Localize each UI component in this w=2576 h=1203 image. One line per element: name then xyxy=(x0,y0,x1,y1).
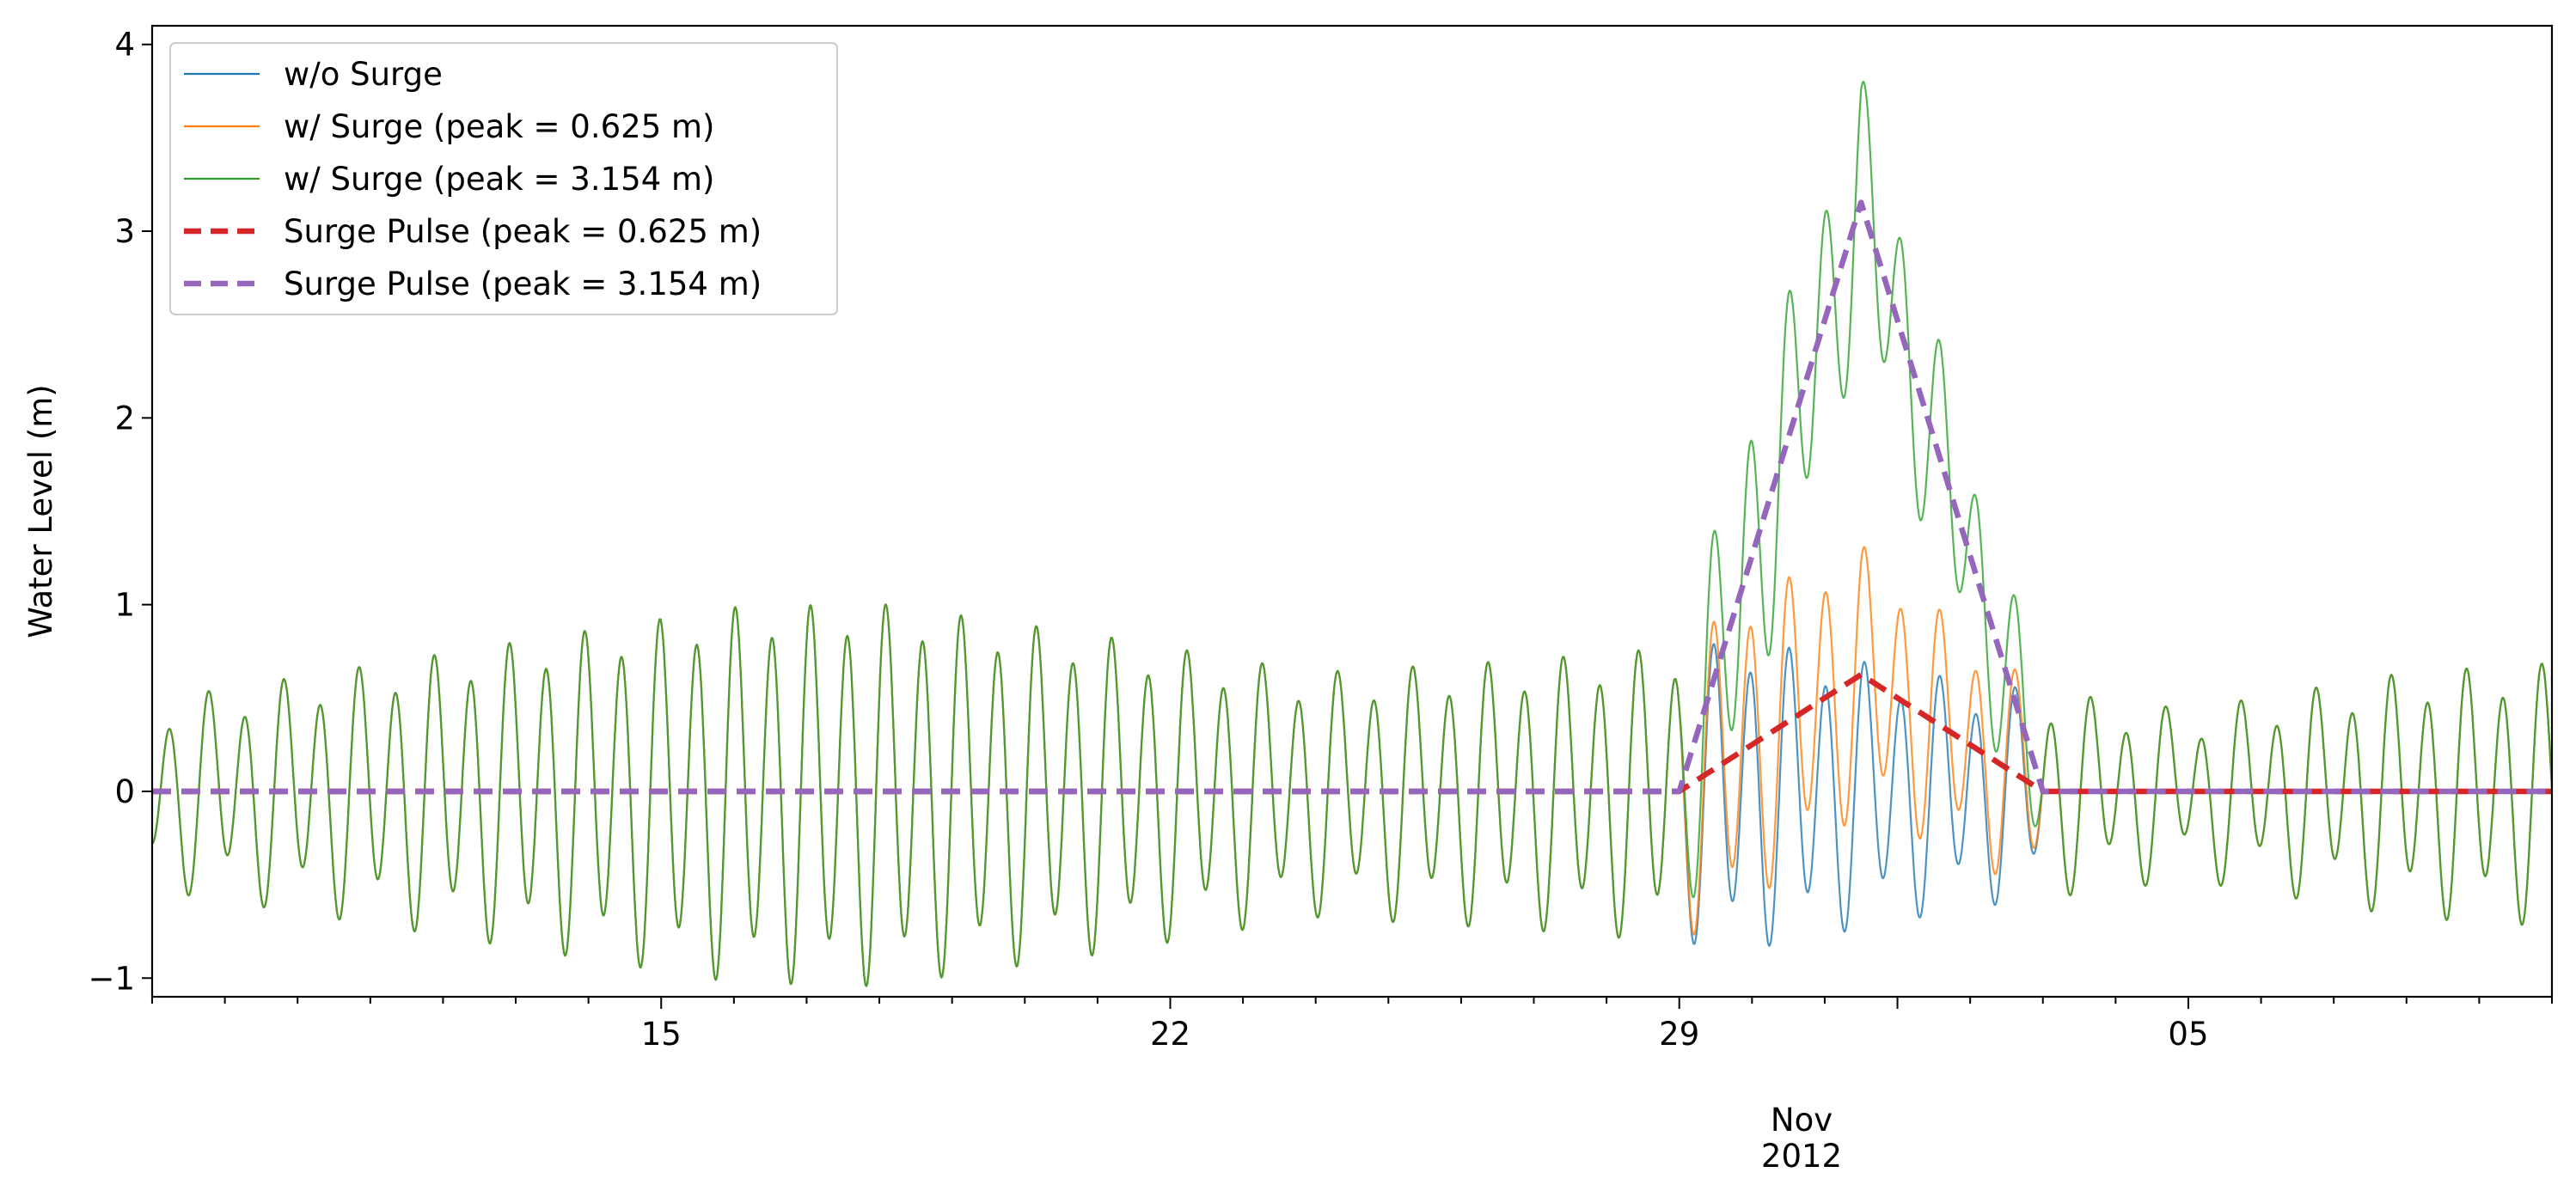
legend-label-0: w/o Surge xyxy=(284,56,443,93)
series-line-4 xyxy=(152,199,2552,795)
x-secondary-label-line1: Nov xyxy=(1771,1102,1833,1139)
y-tick-label-2: 1 xyxy=(114,587,135,624)
x-secondary-label-line2: 2012 xyxy=(1761,1138,1842,1175)
legend: w/o Surge w/ Surge (peak = 0.625 m) w/ Sur… xyxy=(169,42,838,315)
y-tick-label-4: 3 xyxy=(114,213,135,250)
legend-label-2: w/ Surge (peak = 3.154 m) xyxy=(284,161,714,198)
x-tick-label-3: 05 xyxy=(2168,1016,2208,1053)
x-tick-label-2: 29 xyxy=(1659,1016,1699,1053)
x-axis: 15 22 29 05 xyxy=(151,997,2553,1053)
y-tick-label-1: 0 xyxy=(114,773,135,810)
series-line-2 xyxy=(152,81,2552,987)
y-tick-label-5: 4 xyxy=(114,27,135,64)
legend-label-1: w/ Surge (peak = 0.625 m) xyxy=(284,108,714,145)
y-tick-label-0: −1 xyxy=(88,960,135,997)
x-tick-label-1: 22 xyxy=(1150,1016,1190,1053)
plot-frame xyxy=(150,24,2554,998)
x-tick-label-0: 15 xyxy=(641,1016,682,1053)
legend-label-4: Surge Pulse (peak = 3.154 m) xyxy=(284,266,762,302)
y-axis-label: Water Level (m) xyxy=(22,384,59,638)
legend-box xyxy=(169,42,838,315)
series-layer xyxy=(152,81,2552,987)
x-secondary-label: Nov 2012 xyxy=(1761,1102,1842,1175)
y-tick-label-3: 2 xyxy=(114,400,135,437)
legend-label-3: Surge Pulse (peak = 0.625 m) xyxy=(284,213,762,250)
y-axis: −1 0 1 2 3 4 xyxy=(88,27,152,997)
